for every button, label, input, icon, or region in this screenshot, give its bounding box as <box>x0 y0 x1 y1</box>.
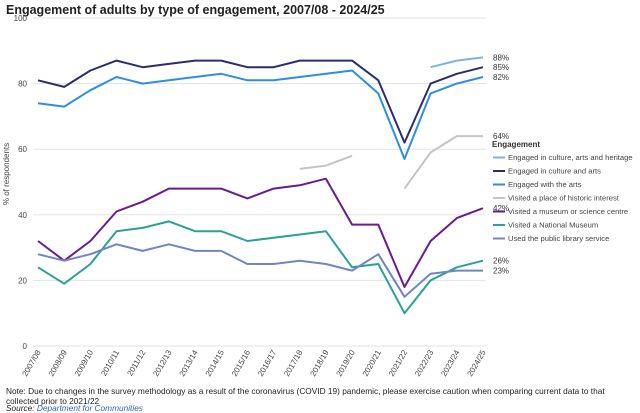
series-line <box>37 220 484 315</box>
x-tick-label: 2023/24 <box>439 348 462 378</box>
gridlines <box>33 17 486 347</box>
end-value-label: 85% <box>493 63 509 72</box>
x-tick-label: 2020/21 <box>361 348 384 378</box>
x-tick-label: 2018/19 <box>308 348 331 378</box>
end-value-label: 64% <box>493 132 509 141</box>
x-tick-label: 2024/25 <box>465 348 488 378</box>
y-tick-label: 40 <box>18 211 27 220</box>
x-tick-label: 2010/11 <box>99 348 121 378</box>
x-tick-label: 2014/15 <box>204 348 227 378</box>
legend-entry: Visited a place of historic interest <box>508 194 620 203</box>
legend-entry: Engaged in culture, arts and heritage <box>508 153 633 162</box>
end-value-label: 82% <box>493 73 509 82</box>
y-axis-label: % of respondents <box>2 143 11 205</box>
legend: Engagement Engaged in culture, arts and … <box>492 140 633 243</box>
x-tick-label: 2016/17 <box>256 348 279 378</box>
x-axis-ticks: 2007/08 2008/09 2009/10 2010/11 2011/12 2012/… <box>20 348 488 378</box>
x-tick-label: 2007/08 <box>20 348 43 378</box>
legend-title: Engagement <box>492 140 540 149</box>
source-line: Source: Department for Communities <box>6 403 143 413</box>
x-tick-label: 2009/10 <box>73 348 96 378</box>
source-link[interactable]: Department for Communities <box>36 403 143 413</box>
series-line <box>37 177 484 288</box>
series-line <box>430 56 484 69</box>
legend-entry: Engaged with the arts <box>508 180 582 189</box>
end-labels: 88%85%82% 64% 42% 26%23% <box>493 53 509 275</box>
series-line <box>37 69 484 160</box>
chart-title: Engagement of adults by type of engageme… <box>6 3 385 17</box>
x-tick-label: 2019/20 <box>335 348 358 378</box>
x-tick-label: 2008/09 <box>47 348 70 378</box>
y-tick-label: 100 <box>14 14 28 23</box>
series-line <box>403 135 483 190</box>
y-tick-label: 0 <box>23 342 28 351</box>
legend-entry: Visited a National Museum <box>508 221 598 230</box>
x-tick-label: 2017/18 <box>282 348 305 378</box>
x-tick-label: 2022/23 <box>413 348 436 378</box>
legend-entry: Used the public library service <box>508 234 609 243</box>
series-lines <box>37 56 484 315</box>
end-value-label: 26% <box>493 257 509 266</box>
y-tick-label: 20 <box>18 276 27 285</box>
x-tick-label: 2021/22 <box>387 348 410 378</box>
end-value-label: 88% <box>493 53 509 62</box>
end-value-label: 23% <box>493 267 509 276</box>
end-value-label: 42% <box>493 204 509 213</box>
x-tick-label: 2015/16 <box>230 348 253 378</box>
y-tick-label: 80 <box>18 80 27 89</box>
x-tick-label: 2013/14 <box>178 348 201 378</box>
x-tick-label: 2012/13 <box>151 348 174 378</box>
series-line <box>37 243 483 298</box>
source-label: Source: <box>6 403 35 413</box>
methodology-note: Note: Due to changes in the survey metho… <box>6 386 605 406</box>
legend-entry: Engaged in culture and arts <box>508 167 601 176</box>
y-tick-label: 60 <box>18 145 27 154</box>
series-line <box>299 154 353 170</box>
y-axis-ticks: 0 20 40 60 80 100 <box>14 14 28 351</box>
legend-entry: Visited a museum or science centre <box>508 207 628 216</box>
series-line <box>37 59 484 144</box>
x-tick-label: 2011/12 <box>125 348 147 378</box>
